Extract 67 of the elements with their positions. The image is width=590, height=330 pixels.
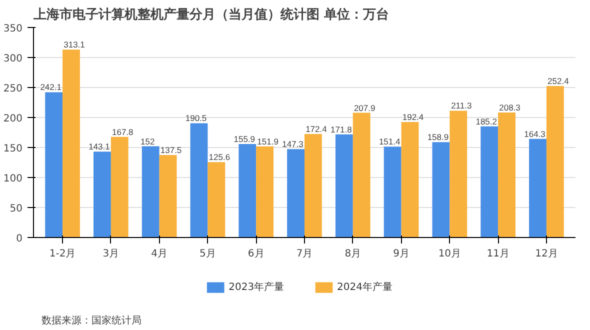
data-label: 252.4 [548, 76, 570, 86]
bar [546, 86, 564, 238]
bar [480, 126, 498, 238]
x-tick-label: 8月 [344, 248, 362, 260]
bar [110, 136, 128, 238]
data-label: 207.9 [354, 102, 376, 113]
y-tick-label: 0 [16, 234, 23, 244]
data-label: 208.3 [499, 102, 521, 113]
bar [238, 144, 256, 238]
y-tick-label: 200 [3, 114, 23, 124]
bar [94, 152, 111, 238]
data-label: 155.9 [234, 134, 256, 144]
data-label: 125.6 [208, 152, 230, 162]
bar [401, 122, 419, 238]
data-label: 185.2 [476, 116, 498, 126]
data-label: 171.8 [330, 124, 352, 134]
data-label: 167.8 [112, 126, 134, 137]
data-label: 172.4 [306, 124, 328, 134]
bar [62, 50, 80, 238]
data-label: 190.5 [185, 113, 207, 124]
x-tick-label: 3月 [102, 248, 120, 260]
x-tick-label: 6月 [248, 248, 264, 260]
data-label: 143.1 [88, 142, 110, 152]
source-note: 数据来源：国家统计局 [42, 314, 142, 326]
bar [432, 142, 450, 238]
legend-label: 2023年产量 [228, 281, 284, 294]
legend-label: 2024年产量 [337, 281, 392, 294]
bar [256, 146, 274, 238]
data-label: 137.5 [160, 145, 182, 155]
bar [529, 138, 546, 238]
bar [450, 110, 468, 238]
bar [190, 123, 208, 238]
data-label: 211.3 [451, 100, 472, 111]
data-label: 151.4 [378, 136, 400, 147]
y-tick-label: 300 [3, 54, 23, 64]
y-tick-label: 150 [3, 144, 23, 154]
x-tick-label: 10月 [438, 248, 462, 260]
bar [208, 162, 226, 238]
x-tick-label: 9月 [393, 248, 410, 260]
bar [335, 134, 353, 238]
x-tick-label: 1-2月 [49, 248, 76, 260]
x-tick-label: 5月 [200, 248, 216, 260]
bar [45, 92, 63, 238]
data-label: 151.9 [257, 136, 279, 146]
data-label: 242.1 [40, 82, 62, 92]
data-label: 313.1 [64, 40, 86, 50]
y-tick-label: 100 [3, 174, 23, 184]
x-tick-label: 7月 [296, 248, 313, 260]
bar [142, 146, 160, 238]
y-tick-label: 250 [3, 84, 23, 94]
bar [384, 146, 402, 238]
data-label: 152 [140, 136, 155, 146]
y-tick-label: 50 [10, 204, 23, 214]
x-tick-label: 11月 [486, 248, 510, 260]
bar [304, 134, 322, 238]
data-label: 147.3 [282, 139, 304, 150]
data-label: 164.3 [524, 128, 546, 139]
bar [159, 155, 177, 238]
data-label: 158.9 [427, 132, 449, 142]
x-tick-label: 12月 [535, 248, 558, 260]
bar [287, 149, 304, 238]
bar [352, 112, 370, 238]
data-label: 192.4 [402, 112, 424, 122]
bar [498, 112, 516, 238]
y-tick-label: 350 [3, 24, 23, 34]
chart-title: 上海市电子计算机整机产量分月（当月值）统计图 单位：万台 [32, 6, 390, 22]
x-tick-label: 4月 [151, 248, 168, 260]
